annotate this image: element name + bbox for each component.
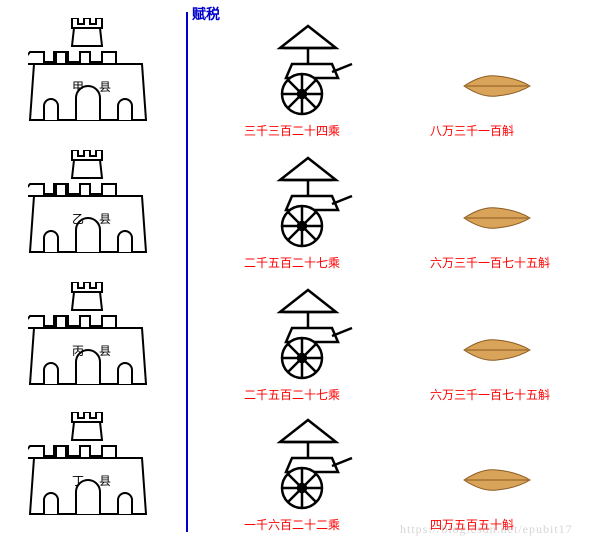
leaf-caption: 八万三千一百斛	[430, 122, 514, 139]
castle-label: 丙 县	[72, 342, 117, 359]
watermark: https://blog.csdn.net/epubit17	[400, 522, 573, 537]
leaf-icon	[462, 74, 532, 98]
castle-icon	[28, 150, 148, 260]
leaf-icon	[462, 338, 532, 362]
castle-label: 甲 县	[72, 78, 117, 95]
leaf-caption: 六万三千一百七十五斛	[430, 386, 550, 403]
title: 赋税	[192, 4, 220, 24]
cart-icon	[258, 152, 358, 252]
cart-icon	[258, 284, 358, 384]
castle-icon	[28, 412, 148, 522]
cart-caption: 二千五百二十七乘	[244, 254, 340, 271]
castle-icon	[28, 18, 148, 128]
divider-line	[186, 12, 188, 532]
cart-caption: 一千六百二十二乘	[244, 516, 340, 533]
leaf-icon	[462, 468, 532, 492]
castle-label: 乙 县	[72, 210, 117, 227]
cart-caption: 三千三百二十四乘	[244, 122, 340, 139]
cart-caption: 二千五百二十七乘	[244, 386, 340, 403]
leaf-icon	[462, 206, 532, 230]
leaf-caption: 六万三千一百七十五斛	[430, 254, 550, 271]
cart-icon	[258, 414, 358, 514]
castle-label: 丁 县	[72, 472, 117, 489]
castle-icon	[28, 282, 148, 392]
cart-icon	[258, 20, 358, 120]
